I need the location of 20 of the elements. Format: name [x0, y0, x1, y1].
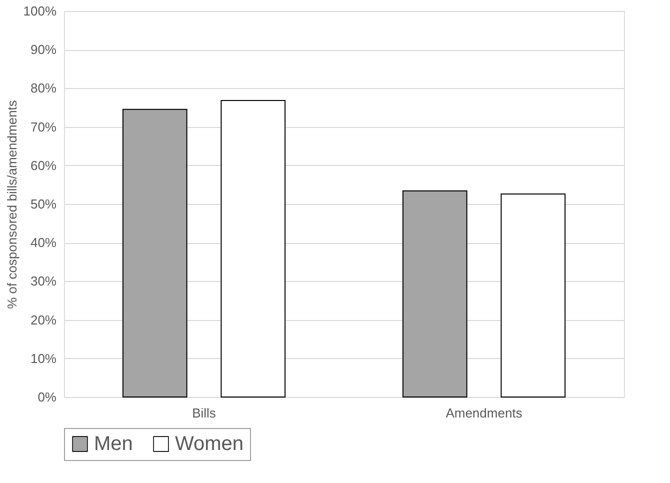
x-tick-label: Bills [192, 406, 216, 420]
bar [122, 108, 188, 398]
legend-label: Women [175, 433, 244, 455]
y-tick-label: 50% [30, 196, 57, 212]
y-axis-title: % of cosponsored bills/amendments [4, 100, 20, 309]
y-tick-label: 30% [30, 274, 57, 289]
bar [500, 193, 566, 398]
y-tick-label: 0% [38, 390, 57, 404]
y-tick-label: 100% [23, 4, 57, 18]
x-tick-label: Amendments [446, 406, 523, 420]
y-tick-label: 10% [30, 350, 57, 366]
y-tick-label: 90% [30, 42, 57, 58]
bar [402, 190, 468, 398]
y-tick-label: 80% [30, 80, 57, 96]
y-tick-label: 60% [30, 158, 57, 173]
y-tick-label: 40% [30, 235, 57, 250]
legend-label: Men [94, 433, 133, 455]
bar [220, 100, 286, 398]
y-tick-label: 70% [30, 119, 57, 134]
y-tick-label: 20% [30, 312, 57, 328]
